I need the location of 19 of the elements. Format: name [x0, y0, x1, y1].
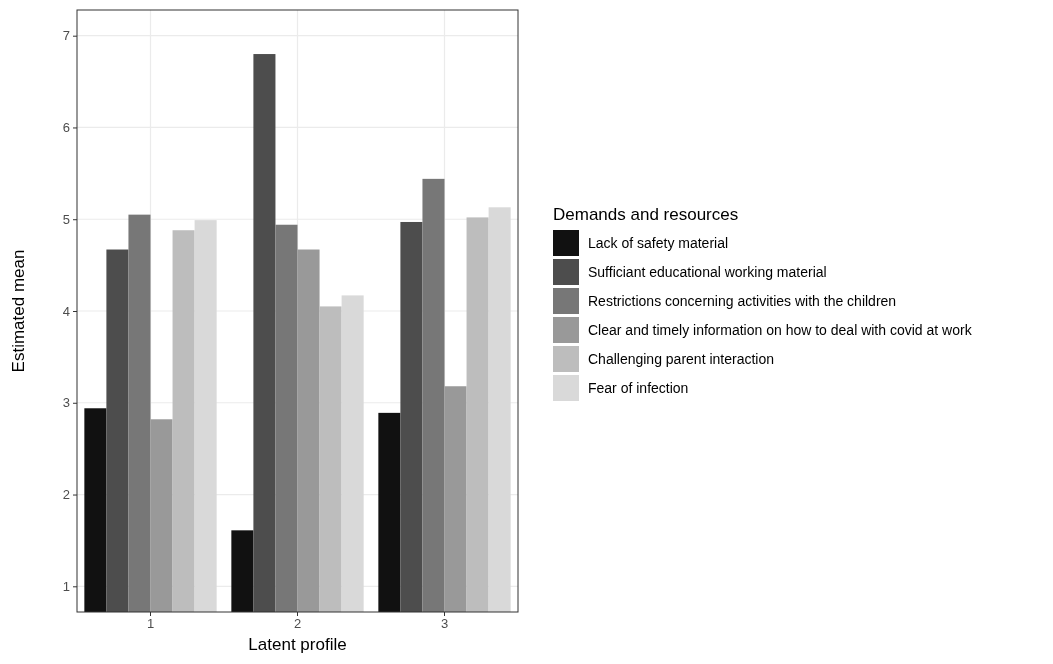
y-tick-label: 1 — [62, 578, 70, 594]
x-tick-label: 3 — [440, 616, 449, 632]
legend-label: Fear of infection — [588, 380, 689, 396]
y-tick-label: 5 — [62, 211, 70, 227]
legend-label: Lack of safety material — [588, 235, 729, 251]
legend-label: Sufficiant educational working material — [588, 264, 827, 280]
x-tick-label: 2 — [293, 616, 302, 632]
y-axis-title: Estimated mean — [9, 249, 28, 373]
x-axis-title: Latent profile — [248, 635, 347, 654]
y-tick-label: 4 — [62, 303, 70, 319]
y-tick-label: 7 — [62, 28, 70, 44]
y-tick-label: 2 — [62, 487, 70, 503]
legend-label: Clear and timely information on how to deal with covid at work — [588, 322, 973, 338]
legend-title: Demands and resources — [553, 205, 739, 224]
y-tick-label: 6 — [62, 120, 70, 136]
legend-label: Challenging parent interaction — [588, 351, 775, 367]
legend-label: Restrictions concerning activities with the children — [588, 293, 897, 309]
y-tick-label: 3 — [62, 395, 70, 411]
x-tick-label: 1 — [146, 616, 155, 632]
